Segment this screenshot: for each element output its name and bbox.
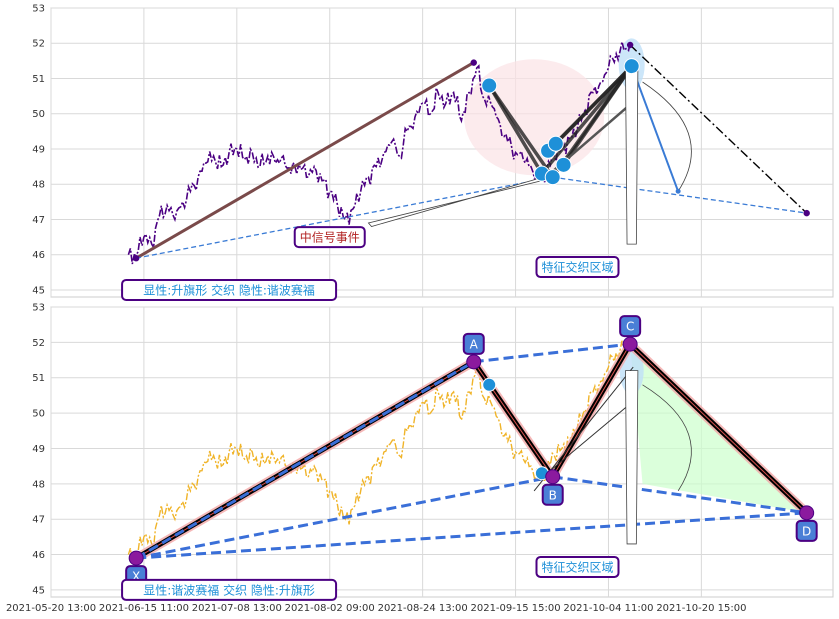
bottom-pivot-label-a: A bbox=[470, 337, 479, 351]
bottom-pivot-label-box bbox=[619, 315, 642, 338]
bottom-leg-core bbox=[629, 343, 808, 514]
top-retrace-point bbox=[547, 135, 564, 152]
top-retrace-point bbox=[544, 169, 561, 186]
bottom-curve-arrow bbox=[642, 384, 692, 492]
top-trend-line bbox=[135, 61, 475, 260]
top-plot-area bbox=[50, 7, 834, 298]
bottom-y-tick-label: 52 bbox=[32, 338, 45, 349]
top-y-tick-label: 47 bbox=[32, 215, 45, 226]
bottom-y-tick-label: 46 bbox=[32, 550, 45, 561]
bottom-zone-label-box bbox=[535, 555, 620, 578]
x-tick-label: 2021-05-20 13:00 bbox=[6, 603, 96, 614]
bottom-y-tick-label: 50 bbox=[32, 409, 45, 420]
bottom-pivot-label-box bbox=[462, 332, 485, 355]
bottom-pivot-label-box bbox=[541, 483, 564, 506]
top-pattern-label-box bbox=[121, 278, 338, 301]
bottom-pivot-c bbox=[622, 336, 638, 352]
top-zone-label: 特征交织区域 bbox=[541, 260, 613, 275]
top-convergence-point bbox=[675, 188, 681, 194]
top-signal-label-box bbox=[293, 226, 366, 249]
x-tick-label: 2021-08-02 09:00 bbox=[285, 603, 375, 614]
top-pivot-c bbox=[626, 41, 634, 49]
top-pivot-x bbox=[132, 255, 140, 262]
bottom-y-tick-label: 51 bbox=[32, 373, 45, 384]
bottom-pivot-label-d: D bbox=[802, 524, 811, 538]
x-tick-label: 2021-07-08 13:00 bbox=[192, 603, 282, 614]
bottom-leg-core bbox=[552, 343, 631, 478]
top-retrace-point bbox=[623, 58, 640, 75]
top-y-tick-label: 50 bbox=[32, 109, 45, 120]
top-y-tick-label: 48 bbox=[32, 180, 45, 191]
bottom-y-tick-label: 45 bbox=[32, 585, 45, 596]
x-tick-label: 2021-09-15 15:00 bbox=[470, 603, 560, 614]
x-tick-label: 2021-10-20 15:00 bbox=[656, 603, 746, 614]
bottom-pivot-label-b: B bbox=[549, 488, 557, 502]
bottom-pattern-label-box bbox=[121, 578, 338, 601]
bottom-pivot-label-box bbox=[795, 519, 818, 542]
top-structure-line bbox=[540, 65, 634, 175]
bottom-zone-label: 特征交织区域 bbox=[541, 559, 613, 574]
bottom-y-tick-label: 53 bbox=[32, 303, 45, 314]
x-axis: 2021-05-20 13:00 2021-06-15 11:00 2021-07-… bbox=[6, 603, 747, 614]
bottom-pivot-a bbox=[466, 354, 482, 370]
top-y-tick-label: 45 bbox=[32, 285, 45, 296]
top-pattern-label: 显性:升旗形 交织 隐性:谐波赛福 bbox=[143, 282, 315, 297]
top-y-tick-label: 51 bbox=[32, 74, 45, 85]
top-pivot-d bbox=[803, 209, 810, 217]
bottom-dashed-link bbox=[136, 511, 807, 560]
x-tick-label: 2021-10-04 11:00 bbox=[563, 603, 653, 614]
bottom-vertical-pointer bbox=[625, 370, 639, 545]
top-retrace-point bbox=[481, 77, 498, 94]
top-y-tick-label: 53 bbox=[32, 4, 45, 15]
bottom-pivot-b bbox=[545, 469, 561, 485]
bottom-y-tick-label: 47 bbox=[32, 515, 45, 526]
top-vertical-pointer bbox=[625, 67, 639, 245]
top-y-tick-label: 52 bbox=[32, 39, 45, 50]
top-pivot-a bbox=[470, 59, 477, 66]
x-tick-label: 2021-06-15 11:00 bbox=[99, 603, 189, 614]
top-dashdot-line bbox=[629, 44, 808, 214]
bottom-dashed-link bbox=[552, 475, 807, 515]
bottom-pivot-label-x: X bbox=[132, 570, 140, 584]
top-structure-line bbox=[554, 64, 633, 145]
top-y-tick-label: 46 bbox=[32, 250, 45, 261]
bottom-y-tick-label: 49 bbox=[32, 444, 45, 455]
top-y-tick-label: 49 bbox=[32, 144, 45, 155]
top-interaction-ellipse bbox=[464, 59, 605, 176]
top-signal-label: 中信号事件 bbox=[300, 230, 360, 245]
bottom-pivot-x bbox=[128, 550, 144, 566]
top-curve-arrow bbox=[642, 81, 692, 192]
bottom-pattern-label: 显性:谐波赛福 交织 隐性:升旗形 bbox=[143, 582, 315, 597]
top-zone-label-box bbox=[535, 256, 620, 279]
x-tick-label: 2021-08-24 13:00 bbox=[378, 603, 468, 614]
bottom-pivot-label-c: C bbox=[626, 320, 634, 334]
bottom-dashed-link bbox=[135, 475, 553, 560]
bottom-retrace-point bbox=[482, 377, 497, 392]
bottom-dashed-link bbox=[135, 360, 475, 560]
top-structure-line bbox=[562, 65, 634, 166]
top-projection-line bbox=[630, 65, 680, 192]
bottom-y-tick-label: 48 bbox=[32, 479, 45, 490]
top-retrace-point bbox=[555, 156, 572, 173]
bottom-thin-line bbox=[538, 402, 633, 481]
top-structure-line bbox=[487, 84, 555, 179]
bottom-pivot-d bbox=[799, 505, 815, 521]
bottom-dashed-link bbox=[473, 342, 631, 364]
